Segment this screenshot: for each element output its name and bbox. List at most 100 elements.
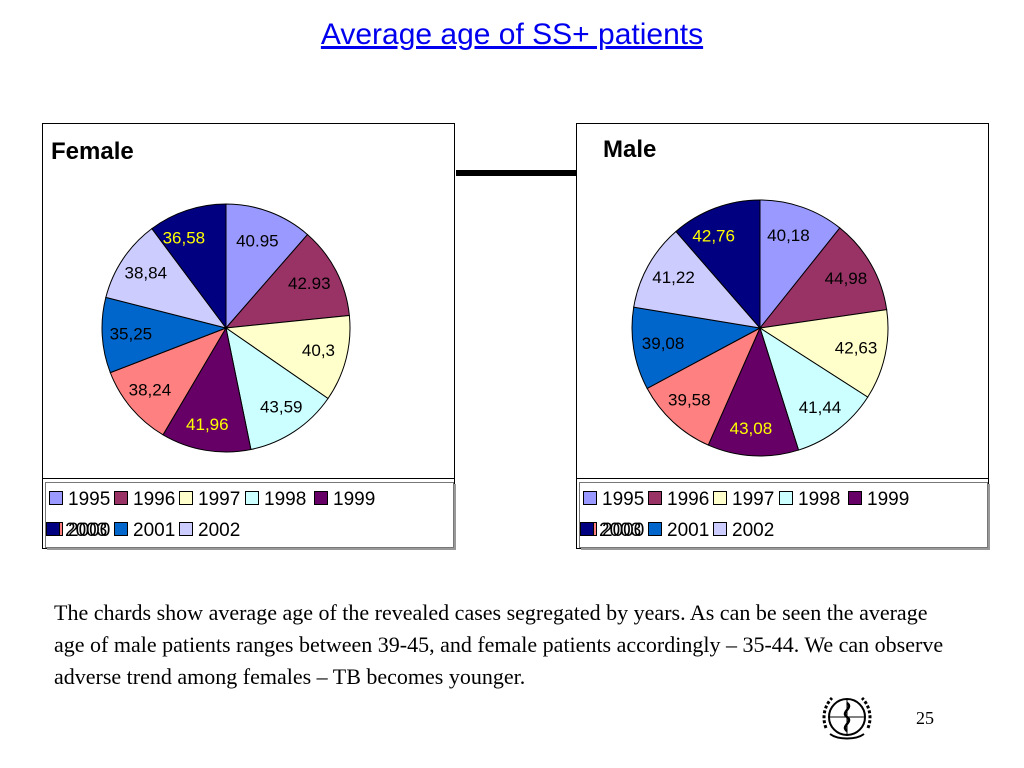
connector-line <box>456 170 578 176</box>
legend-swatch-2003 <box>580 521 594 536</box>
data-label-2002: 38,84 <box>125 263 168 282</box>
who-emblem-icon <box>818 688 876 751</box>
legend-swatch-1996 <box>648 490 662 505</box>
page-number: 25 <box>916 708 934 728</box>
legend-label-1995: 1995 <box>68 489 111 510</box>
female-legend: 1995 1996 1997 1998 1999 2000 2001 2002 2003 <box>43 478 454 550</box>
legend-item-2001: 2001 <box>648 520 709 542</box>
legend-swatch-1999 <box>848 490 862 505</box>
pie-slice-1996 <box>224 233 350 329</box>
data-label-2001: 39,08 <box>642 334 685 353</box>
male-chart-panel: Male 40,18 44,98 42,63 41,44 43,08 39,58 39,08… <box>576 123 989 549</box>
female-chart-panel: Female 40.95 42.93 40,3 43,59 41,96 38,24 35,2… <box>42 123 455 549</box>
pie-slice-1998 <box>225 326 329 451</box>
legend-label-1999: 1999 <box>867 489 910 510</box>
pie-slice-2001 <box>101 296 228 374</box>
slide-title[interactable]: Average age of SS+ patients <box>320 18 704 51</box>
legend-label-1995: 1995 <box>602 489 645 510</box>
legend-item-1996: 1996 <box>114 489 175 511</box>
male-chart-title: Male <box>603 136 657 163</box>
pie-slice-2003 <box>675 199 761 330</box>
legend-swatch-1998 <box>245 490 259 505</box>
data-label-1998: 41,44 <box>799 398 842 417</box>
legend-label-1997: 1997 <box>732 489 775 510</box>
legend-label-2003: 2003 <box>599 520 642 541</box>
pie-slice-2001 <box>631 306 762 390</box>
data-label-1999: 41,96 <box>186 415 229 434</box>
legend-label-2001: 2001 <box>667 520 710 541</box>
legend-item-1995: 1995 <box>583 489 644 511</box>
data-label-1995: 40.95 <box>236 231 279 250</box>
pie-slice-1996 <box>758 227 888 329</box>
data-label-2000: 38,24 <box>129 381 172 400</box>
legend-swatch-2001 <box>114 521 128 536</box>
legend-label-1998: 1998 <box>264 489 307 510</box>
data-label-1997: 40,3 <box>302 341 335 360</box>
data-label-1998: 43,59 <box>260 397 303 416</box>
legend-swatch-2001 <box>648 521 662 536</box>
legend-swatch-1996 <box>114 490 128 505</box>
data-label-1996: 44,98 <box>825 269 868 288</box>
legend-item-2003: 2003 <box>46 520 107 542</box>
male-pie-svg: 40,18 44,98 42,63 41,44 43,08 39,58 39,08 41,22… <box>631 199 889 457</box>
legend-label-2000: 2000 <box>602 520 645 541</box>
legend-item-2002: 2002 <box>179 520 240 542</box>
legend-label-2001: 2001 <box>133 520 176 541</box>
legend-item-1995: 1995 <box>49 489 110 511</box>
pie-slice-1995 <box>225 203 309 330</box>
legend-item-2003: 2003 <box>580 520 641 542</box>
data-label-1999: 43,08 <box>730 419 773 438</box>
legend-item-1998: 1998 <box>245 489 306 511</box>
legend-label-1999: 1999 <box>333 489 376 510</box>
data-label-1996: 42.93 <box>288 274 331 293</box>
legend-item-1998: 1998 <box>779 489 840 511</box>
legend-label-1997: 1997 <box>198 489 241 510</box>
pie-slice-1999 <box>707 326 800 457</box>
legend-swatch-2003 <box>46 521 60 536</box>
legend-swatch-1997 <box>179 490 193 505</box>
female-legend-box: 1995 1996 1997 1998 1999 2000 2001 2002 2003 <box>45 482 454 548</box>
pie-slice-2002 <box>105 227 228 329</box>
data-label-2002: 41,22 <box>652 268 695 287</box>
legend-item-2002: 2002 <box>713 520 774 542</box>
female-chart-title: Female <box>51 138 134 165</box>
pie-slice-1999 <box>162 326 252 453</box>
legend-label-1998: 1998 <box>798 489 841 510</box>
legend-swatch-2002 <box>713 521 727 536</box>
legend-item-1996: 1996 <box>648 489 709 511</box>
male-legend-box: 1995 1996 1997 1998 1999 2000 2001 2002 2003 <box>579 482 988 548</box>
legend-item-1997: 1997 <box>713 489 774 511</box>
legend-label-1996: 1996 <box>667 489 710 510</box>
data-label-1997: 42,63 <box>835 339 878 358</box>
data-label-1995: 40,18 <box>767 226 810 245</box>
pie-slice-1998 <box>759 326 869 451</box>
data-label-2001: 35,25 <box>110 324 153 343</box>
legend-item-2001: 2001 <box>114 520 175 542</box>
legend-item-1999: 1999 <box>314 489 375 511</box>
pie-slice-2003 <box>151 203 227 330</box>
pie-slice-1997 <box>758 309 889 398</box>
legend-item-1997: 1997 <box>179 489 240 511</box>
legend-swatch-2002 <box>179 521 193 536</box>
pie-slice-1997 <box>224 314 351 400</box>
legend-swatch-1999 <box>314 490 328 505</box>
data-label-2000: 39,58 <box>668 391 711 410</box>
male-legend: 1995 1996 1997 1998 1999 2000 2001 2002 2003 <box>577 478 988 550</box>
legend-label-2000: 2000 <box>68 520 111 541</box>
legend-swatch-1998 <box>779 490 793 505</box>
data-label-2003: 36,58 <box>163 228 206 247</box>
slide-body-text: The chards show average age of the revea… <box>54 600 944 689</box>
legend-swatch-1995 <box>583 490 597 505</box>
legend-label-2003: 2003 <box>65 520 108 541</box>
legend-label-2002: 2002 <box>732 520 775 541</box>
legend-label-2002: 2002 <box>198 520 241 541</box>
pie-slice-2002 <box>633 230 762 329</box>
legend-label-1996: 1996 <box>133 489 176 510</box>
pie-slice-2000 <box>109 327 228 436</box>
data-label-2003: 42,76 <box>692 227 735 246</box>
legend-swatch-1995 <box>49 490 63 505</box>
pie-slice-2000 <box>646 326 762 446</box>
female-pie-svg: 40.95 42.93 40,3 43,59 41,96 38,24 35,25 38,84 3… <box>101 203 351 453</box>
legend-swatch-1997 <box>713 490 727 505</box>
legend-item-1999: 1999 <box>848 489 909 511</box>
